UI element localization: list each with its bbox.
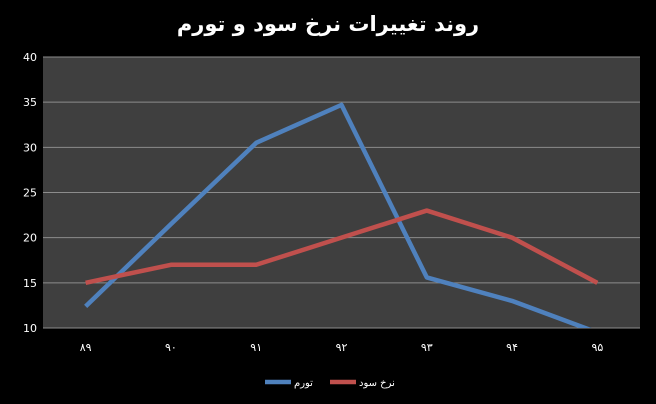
y-tick-label: 20 [23,232,37,245]
y-tick-label: 10 [23,322,37,335]
x-tick-label: ۸۹ [80,341,92,354]
series-line-1 [85,208,599,286]
y-tick-label: 35 [23,96,37,109]
x-tick-label: ۹۴ [506,341,518,354]
chart-title: روند تغییرات نرخ سود و تورم [177,12,479,36]
x-axis-ticks: ۸۹ ۹۰ ۹۱ ۹۲ ۹۳ ۹۴ ۹۵ [80,341,604,354]
x-tick-label: ۹۵ [591,341,603,354]
x-tick-label: ۹۳ [421,341,433,354]
legend-label-1: نرخ سود [359,378,395,389]
y-axis-ticks: 10 15 20 25 30 35 40 [23,51,37,335]
y-tick-label: 40 [23,51,37,64]
x-tick-label: ۹۱ [250,341,262,354]
y-tick-label: 25 [23,187,37,200]
x-tick-label: ۹۲ [336,341,348,354]
series-lines [84,102,599,328]
x-tick-label: ۹۰ [165,341,177,354]
series-line-0 [84,102,592,328]
legend-label-0: تورم [294,378,313,389]
y-tick-label: 30 [23,141,37,154]
y-tick-label: 15 [23,277,37,290]
legend: تورم نرخ سود [265,378,395,389]
